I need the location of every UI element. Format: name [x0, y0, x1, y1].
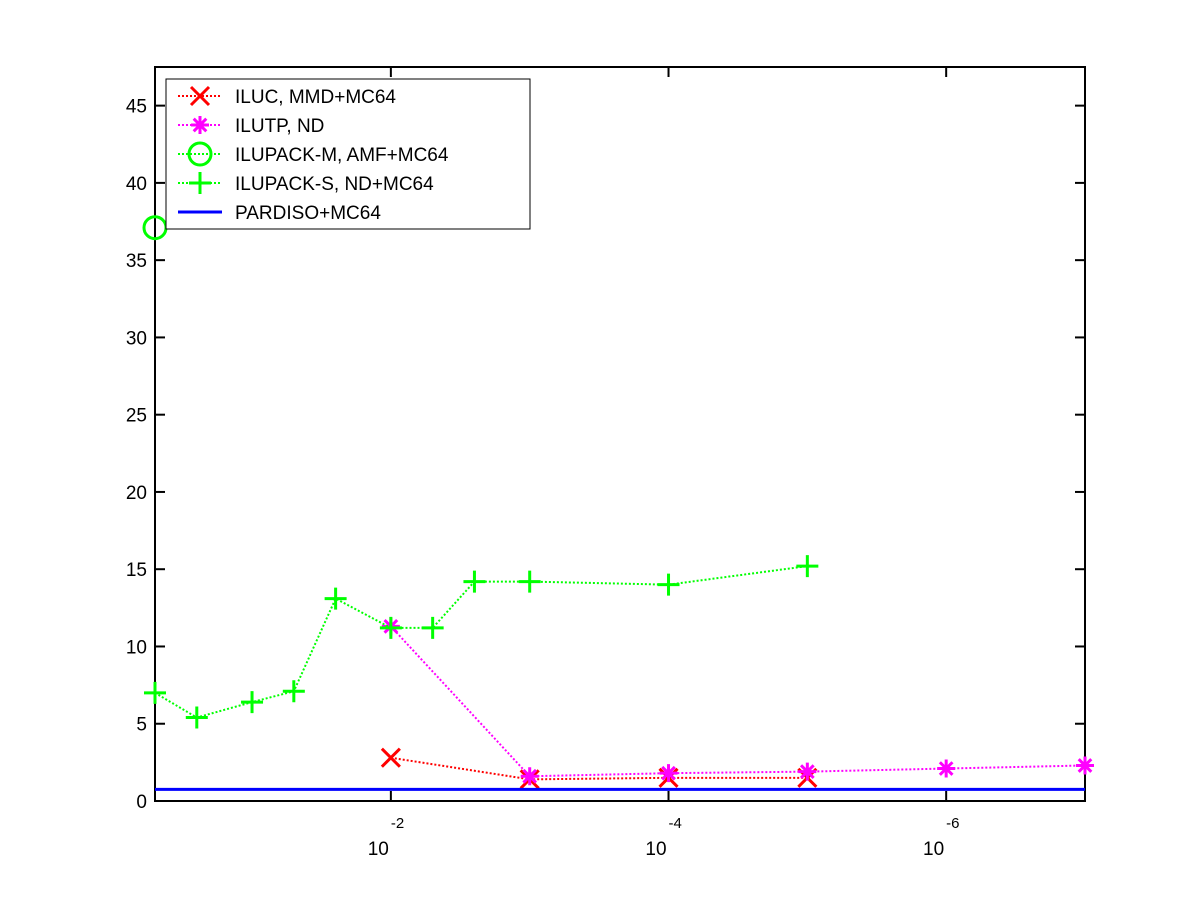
data-point	[189, 85, 211, 107]
y-tick-label: 15	[126, 560, 147, 581]
x-tick-label-exponent: -2	[391, 815, 404, 832]
series-1	[381, 617, 1094, 786]
legend-label: ILUPACK-S, ND+MC64	[235, 174, 434, 195]
legend-swatch-2	[178, 141, 222, 167]
data-point	[1076, 756, 1094, 775]
data-point	[659, 764, 678, 783]
y-tick-label: 35	[126, 251, 147, 272]
data-point	[144, 681, 166, 704]
x-tick-label-exponent: -6	[946, 815, 959, 832]
data-point	[421, 616, 444, 639]
y-tick-label: 10	[126, 637, 147, 658]
y-tick-label: 40	[126, 174, 147, 195]
data-point	[463, 570, 486, 593]
legend-label: PARDISO+MC64	[235, 203, 381, 224]
y-tick-label: 5	[136, 715, 147, 736]
data-point	[241, 691, 264, 714]
legend-swatch-3	[178, 172, 222, 194]
data-point	[189, 172, 211, 194]
y-tick-label: 20	[126, 483, 147, 504]
series-line	[390, 756, 808, 781]
y-tick-label: 30	[126, 328, 147, 349]
y-tick-label: 25	[126, 406, 147, 427]
data-point	[798, 762, 817, 781]
data-point	[187, 141, 213, 167]
data-point	[380, 747, 401, 768]
data-point	[518, 570, 541, 593]
legend-swatch-1	[178, 116, 222, 134]
data-point	[324, 587, 347, 610]
legend: ILUC, MMD+MC64 ILUTP, ND ILUPACK-M, AMF+MC…	[165, 78, 531, 230]
legend-swatch-0	[178, 85, 222, 107]
data-point	[937, 759, 956, 778]
legend-label: ILUPACK-M, AMF+MC64	[235, 145, 449, 166]
y-tick-label: 45	[126, 97, 147, 118]
series-line	[390, 625, 1086, 778]
data-point	[657, 573, 680, 596]
data-point	[185, 706, 208, 729]
data-point	[282, 680, 305, 703]
series-0	[380, 747, 818, 790]
x-tick-label-base: 10	[645, 839, 666, 860]
legend-label: ILUC, MMD+MC64	[235, 87, 396, 108]
legend-box	[165, 78, 531, 230]
data-point	[796, 555, 819, 578]
x-tick-label-exponent: -4	[669, 815, 682, 832]
series-3	[144, 555, 819, 729]
data-point	[191, 116, 209, 134]
x-tick-label-base: 10	[923, 839, 944, 860]
axes-box	[154, 66, 1086, 802]
x-tick-label-base: 10	[368, 839, 389, 860]
plot-area	[142, 215, 1094, 791]
y-tick-label: 0	[136, 792, 147, 813]
data-point	[520, 767, 539, 786]
legend-label: ILUTP, ND	[235, 116, 324, 137]
data-point	[379, 616, 402, 639]
